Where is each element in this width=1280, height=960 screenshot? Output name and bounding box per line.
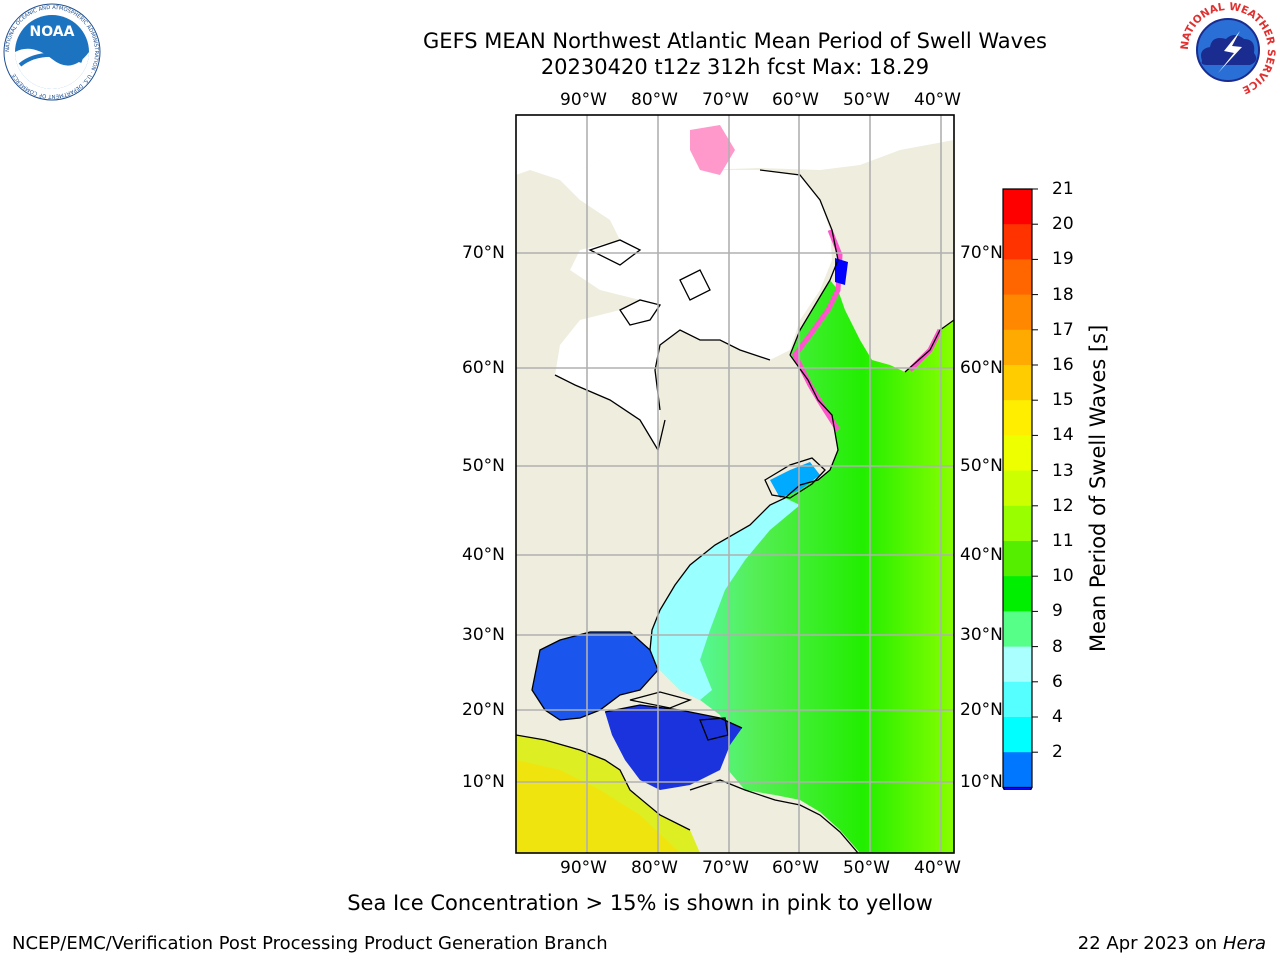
colorbar-tick-label: 18 <box>1052 284 1074 305</box>
lat-label-right: 60°N <box>960 358 1003 378</box>
colorbar-tick-label: 12 <box>1052 495 1074 516</box>
colorbar-tick-label: 6 <box>1052 671 1063 692</box>
lon-label-top: 70°W <box>702 90 749 110</box>
south-america-land <box>690 780 858 853</box>
sea-ice-note: Sea Ice Concentration > 15% is shown in … <box>347 891 933 915</box>
colorbar-tick-label: 4 <box>1052 707 1063 727</box>
colorbar-swatch <box>1003 470 1032 507</box>
colorbar-title: Mean Period of Swell Waves [s] <box>1086 324 1110 652</box>
colorbar-swatch <box>1003 505 1032 542</box>
colorbar-tick-label: 10 <box>1052 566 1074 587</box>
colorbar-swatch <box>1003 224 1032 260</box>
lon-label-top: 90°W <box>560 90 607 110</box>
noaa-logo: NOAA NATIONAL OCEANIC AND ATMOSPHERIC AD… <box>3 3 101 101</box>
lon-label-bottom: 70°W <box>702 858 749 878</box>
lon-label-bottom: 80°W <box>631 858 678 878</box>
lat-label-right: 10°N <box>960 772 1003 792</box>
colorbar-tick-label: 16 <box>1052 355 1074 375</box>
lat-label-left: 60°N <box>462 358 505 378</box>
colorbar-swatch <box>1003 365 1032 401</box>
colorbar-tick-label: 15 <box>1052 390 1074 411</box>
baffin-bay-ice <box>555 145 832 450</box>
colorbar-swatch <box>1003 400 1032 436</box>
colorbar-frame <box>1002 188 1033 790</box>
date-stamp: 22 Apr 2023 on Hera <box>1077 933 1266 954</box>
lon-label-bottom: 40°W <box>914 858 961 878</box>
colorbar-swatch <box>1003 189 1032 225</box>
colorbar-swatch <box>1003 541 1032 577</box>
colorbar-tick-label: 19 <box>1052 249 1074 270</box>
colorbar <box>1002 188 1038 790</box>
chart-title: GEFS MEAN Northwest Atlantic Mean Period… <box>423 29 1047 53</box>
colorbar-swatch <box>1003 576 1032 612</box>
colorbar-swatch <box>1003 752 1032 788</box>
colorbar-swatch <box>1003 329 1032 366</box>
lat-label-right: 30°N <box>960 625 1003 645</box>
nws-logo: NATIONAL WEATHER SERVICE <box>1179 1 1277 97</box>
colorbar-swatch <box>1003 259 1032 296</box>
lon-label-bottom: 60°W <box>772 858 819 878</box>
colorbar-underflow <box>1002 786 1033 790</box>
colorbar-swatch <box>1003 646 1032 683</box>
lon-label-bottom: 50°W <box>843 858 890 878</box>
lat-label-right: 40°N <box>960 545 1003 565</box>
lon-label-top: 50°W <box>843 90 890 110</box>
arctic-ice-top <box>516 115 954 180</box>
colorbar-tick-label: 14 <box>1052 425 1074 446</box>
colorbar-tick-label: 21 <box>1052 179 1074 199</box>
graticule <box>516 115 954 853</box>
colorbar-swatch <box>1003 611 1032 648</box>
map-frame <box>515 114 955 854</box>
lat-label-left: 40°N <box>462 545 505 565</box>
credit-line: NCEP/EMC/Verification Post Processing Pr… <box>12 933 608 954</box>
lat-label-right: 50°N <box>960 456 1003 476</box>
colorbar-swatch <box>1003 681 1032 718</box>
lat-label-right: 20°N <box>960 700 1003 720</box>
lat-label-left: 70°N <box>462 243 505 263</box>
lon-label-top: 40°W <box>914 90 961 110</box>
colorbar-swatch <box>1003 435 1032 472</box>
host-name: Hera <box>1222 933 1266 954</box>
colorbar-tick-label: 8 <box>1052 636 1063 657</box>
lon-label-bottom: 90°W <box>560 858 607 878</box>
colorbar-tick-label: 20 <box>1052 214 1074 235</box>
caribbean-sea <box>605 705 742 790</box>
colorbar-tick-label: 11 <box>1052 531 1074 551</box>
colorbar-tick-label: 2 <box>1052 742 1063 763</box>
lat-label-left: 30°N <box>462 625 505 645</box>
lon-label-top: 80°W <box>631 90 678 110</box>
chart-subtitle: 20230420 t12z 312h fcst Max: 18.29 <box>540 55 930 79</box>
shelf-water <box>650 498 800 700</box>
colorbar-swatch <box>1003 294 1032 331</box>
lat-label-right: 70°N <box>960 243 1003 263</box>
lon-label-top: 60°W <box>772 90 819 110</box>
colorbar-tick-label: 9 <box>1052 601 1063 622</box>
colorbar-tick-label: 13 <box>1052 460 1074 481</box>
lat-label-left: 20°N <box>462 700 505 720</box>
colorbar-swatch <box>1003 717 1032 753</box>
gulf-of-mexico <box>532 632 658 720</box>
colorbar-tick-label: 17 <box>1052 319 1074 340</box>
noaa-logo-text: NOAA <box>30 24 75 40</box>
lat-label-left: 10°N <box>462 772 505 792</box>
lat-label-left: 50°N <box>462 456 505 476</box>
